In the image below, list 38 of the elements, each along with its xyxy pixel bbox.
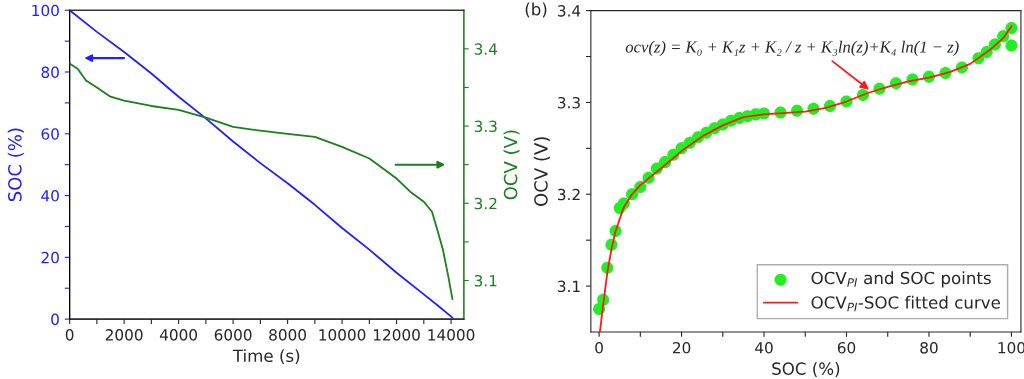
x-tick-label: 0 [65, 329, 74, 341]
y2-tick-label: 3.4 [474, 43, 498, 55]
x-tick-label: 60 [837, 342, 856, 354]
y2-tick-label: 3.1 [474, 274, 497, 287]
x-tick-label: 0 [595, 342, 603, 354]
point [1005, 39, 1018, 52]
y-tick-label: 80 [41, 66, 59, 79]
y-tick-label: 0 [51, 313, 59, 326]
x-tick-label: 6000 [214, 329, 252, 341]
x-tick-label: 40 [755, 342, 773, 354]
x-tick-label: 2000 [105, 329, 143, 341]
y-axis-title: OCV (V) [533, 137, 550, 206]
x-tick-label: 12000 [373, 329, 420, 341]
y-tick-label: 40 [41, 190, 59, 202]
y-tick-label: 3.4 [557, 5, 581, 17]
y2-tick-label: 3.3 [474, 120, 497, 133]
y-axis-title: SOC (%) [7, 128, 24, 202]
y2-tick-label: 3.2 [474, 197, 497, 210]
x-tick-label: 10000 [319, 329, 366, 341]
x-tick-label: 80 [920, 342, 938, 354]
y2-axis-title: OCV (V) [503, 130, 520, 200]
x-tick-label: 8000 [269, 329, 307, 341]
text: (b) [525, 2, 547, 18]
x-tick-label: 14000 [428, 329, 475, 341]
y-tick-label: 60 [41, 128, 59, 140]
x-tick-label: 20 [672, 342, 691, 354]
x-axis-title: SOC (%) [772, 362, 840, 377]
x-axis-title: Time (s) [232, 349, 300, 365]
annotation: ocv(z) = K₀ + K₁z + K₂ / z + K₃ln(z)+K₄ ln(1 − z) [625, 40, 959, 56]
y-tick-label: 100 [32, 4, 59, 17]
y-tick-label: 3.1 [557, 280, 580, 293]
line-series [69, 62, 454, 300]
legend-label: OCV$_{PI}$-SOC fitted curve [811, 295, 1000, 312]
x-tick-label: 4000 [159, 329, 198, 341]
legend-label: OCV$_{PI}$ and SOC points [811, 271, 991, 288]
y-tick-label: 3.3 [557, 96, 580, 109]
y-tick-label: 20 [41, 251, 59, 264]
y-tick-label: 3.2 [557, 188, 580, 201]
